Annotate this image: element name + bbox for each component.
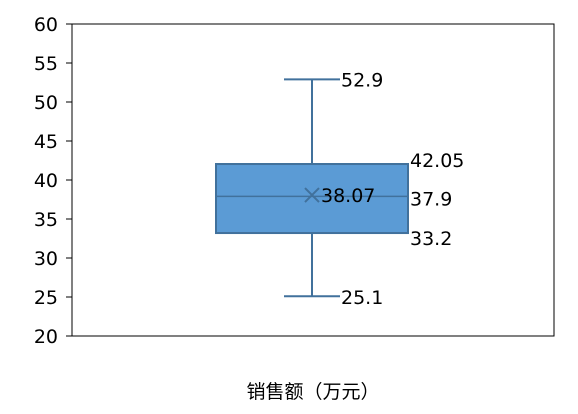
y-tick-label: 30 [34,248,58,270]
upper-whisker-label: 52.9 [341,69,383,91]
mean-marker [304,187,320,203]
interquartile-box [215,163,409,235]
median-label: 37.9 [410,188,452,210]
y-tick-label: 50 [34,92,58,114]
y-tick-label: 60 [34,14,58,36]
x-axis-title: 销售额（万元） [246,381,379,403]
y-tick-label: 25 [34,287,58,309]
y-tick-label: 55 [34,53,58,75]
y-tick-label: 20 [34,326,58,348]
y-tick-label: 35 [34,209,58,231]
y-tick-label: 40 [34,170,58,192]
q1-label: 33.2 [410,228,452,250]
box-group [215,78,409,298]
data-labels: 52.9 42.05 38.07 37.9 33.2 25.1 [321,69,464,309]
y-tick-label: 45 [34,131,58,153]
y-axis-ticks: 20 25 30 35 40 45 50 55 60 [34,14,72,348]
q3-label: 42.05 [410,150,464,172]
lower-whisker-label: 25.1 [341,287,383,309]
mean-label: 38.07 [321,185,375,207]
